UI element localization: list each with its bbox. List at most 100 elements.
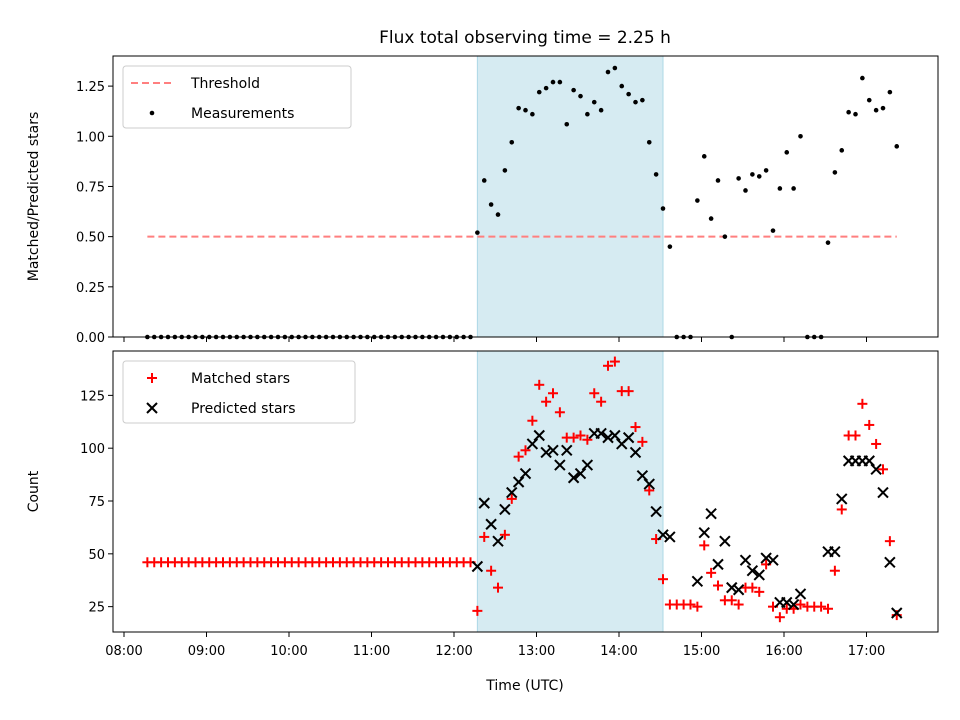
series-predicted-stars	[471, 427, 903, 619]
legend-label: Threshold	[190, 76, 260, 92]
data-point	[713, 580, 723, 591]
data-point	[609, 429, 621, 442]
data-point	[816, 601, 827, 612]
data-point	[602, 431, 614, 444]
data-point	[540, 446, 552, 459]
data-point	[877, 486, 889, 499]
data-point	[478, 497, 490, 509]
x-tick-label: 14:00	[600, 644, 637, 659]
y-axis-label: Matched/Predicted stars	[26, 112, 42, 282]
data-point	[736, 176, 741, 181]
data-point	[526, 438, 539, 450]
data-point	[571, 87, 576, 93]
data-point	[836, 493, 848, 505]
data-point	[784, 150, 790, 155]
data-point	[726, 581, 738, 594]
data-point	[512, 476, 525, 488]
data-point	[781, 596, 793, 609]
data-point	[825, 240, 831, 245]
data-point	[502, 168, 508, 173]
data-point	[871, 438, 882, 449]
x-tick-label: 13:00	[518, 644, 555, 659]
data-point	[568, 432, 579, 443]
data-point	[481, 178, 487, 183]
data-point	[864, 419, 875, 430]
data-point	[715, 178, 721, 183]
data-point	[516, 105, 521, 111]
data-point	[623, 386, 634, 397]
data-point	[873, 107, 879, 113]
data-point	[499, 503, 511, 516]
data-point	[722, 234, 728, 239]
data-point	[499, 529, 510, 540]
data-point	[561, 444, 573, 457]
data-point	[541, 396, 552, 407]
data-point	[530, 111, 535, 117]
legend-swatch	[146, 402, 158, 414]
data-point	[495, 212, 501, 217]
data-point	[750, 172, 755, 177]
data-point	[777, 186, 783, 191]
data-point	[492, 535, 504, 547]
data-point	[619, 83, 625, 89]
data-point	[685, 599, 696, 610]
data-point	[581, 459, 594, 471]
data-point	[857, 398, 868, 409]
x-tick-label: 10:00	[270, 644, 307, 659]
legend: Matched stars Predicted stars	[122, 360, 356, 424]
y-tick-label: 75	[88, 495, 105, 510]
data-point	[691, 575, 704, 588]
data-point	[698, 526, 710, 539]
observing-window-shade	[476, 55, 664, 338]
data-point	[591, 99, 597, 105]
data-point	[863, 455, 875, 467]
data-point	[884, 556, 896, 568]
data-point	[664, 531, 676, 543]
data-point	[791, 186, 796, 191]
data-point	[626, 91, 631, 97]
data-point	[712, 558, 724, 571]
data-point	[839, 148, 845, 153]
data-point	[630, 422, 641, 433]
data-point	[506, 486, 518, 499]
data-point	[574, 467, 587, 480]
data-point	[870, 463, 882, 476]
data-point	[829, 565, 840, 576]
data-point	[866, 97, 872, 103]
data-point	[533, 429, 545, 442]
data-point	[732, 584, 745, 596]
data-point	[643, 478, 655, 490]
data-point	[706, 567, 717, 578]
data-point	[564, 121, 570, 127]
x-tick-label: 11:00	[353, 644, 390, 659]
data-point	[894, 144, 900, 149]
data-point	[719, 535, 731, 547]
data-point	[695, 198, 700, 203]
data-point	[589, 388, 600, 399]
data-point	[598, 107, 604, 113]
data-point	[644, 485, 655, 496]
y-tick-label: 1.00	[76, 130, 105, 145]
data-point	[520, 445, 531, 456]
data-point	[708, 216, 714, 221]
data-point	[832, 170, 838, 175]
data-point	[767, 554, 779, 566]
x-tick-label: 17:00	[848, 644, 885, 659]
data-point	[527, 415, 538, 426]
data-point	[657, 529, 669, 541]
data-point	[506, 493, 517, 504]
y-tick-label: 0.00	[76, 331, 105, 346]
y-tick-label: 125	[80, 389, 105, 404]
y-tick-label: 0.75	[76, 180, 105, 195]
y-tick-label: 0.25	[76, 281, 105, 296]
data-point	[787, 598, 800, 611]
legend-swatch	[149, 110, 155, 116]
series-measurements	[145, 65, 900, 340]
data-point	[640, 97, 645, 103]
data-point	[605, 69, 611, 75]
y-tick-label: 1.25	[76, 80, 105, 95]
axes-frame	[112, 55, 939, 338]
x-tick-label: 08:00	[105, 644, 142, 659]
data-point	[798, 133, 803, 139]
